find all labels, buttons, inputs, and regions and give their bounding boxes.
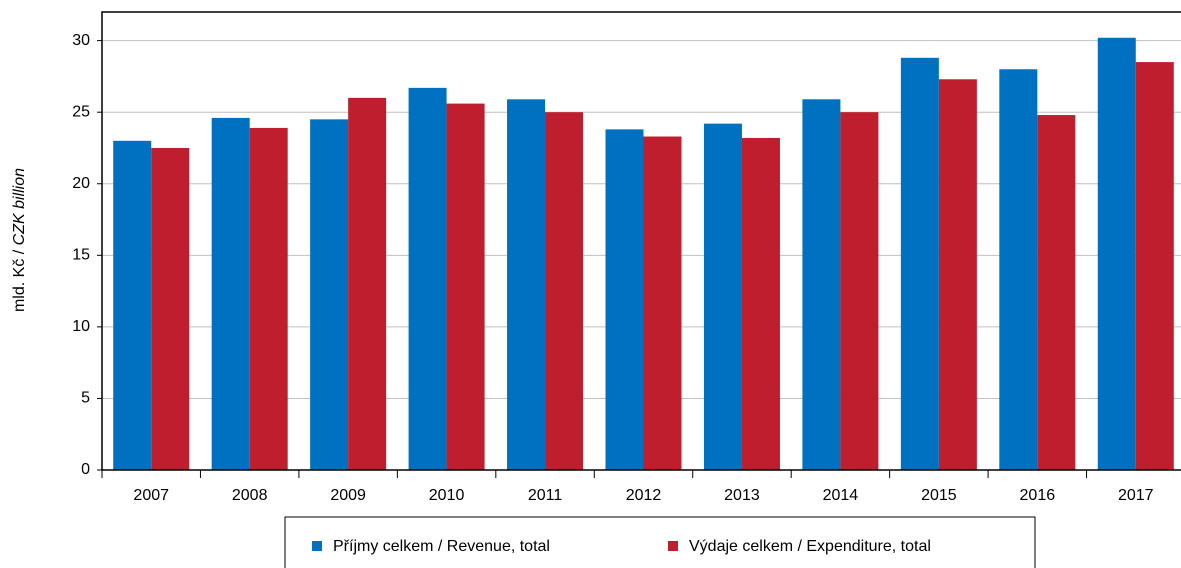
bar bbox=[1097, 37, 1136, 470]
x-tick-label: 2012 bbox=[626, 487, 662, 504]
legend-label: Výdaje celkem / Expenditure, total bbox=[689, 538, 931, 555]
bar bbox=[938, 79, 977, 471]
bar bbox=[703, 123, 742, 470]
y-tick-label: 10 bbox=[72, 318, 90, 335]
y-tick-label: 15 bbox=[72, 247, 90, 264]
bar bbox=[605, 129, 644, 471]
bar bbox=[113, 140, 152, 470]
y-tick-label: 5 bbox=[81, 390, 90, 407]
y-tick-label: 25 bbox=[72, 103, 90, 120]
bar bbox=[545, 112, 584, 470]
bar bbox=[643, 136, 682, 471]
y-tick-label: 30 bbox=[72, 32, 90, 49]
bar bbox=[446, 103, 485, 470]
bar bbox=[151, 147, 190, 470]
x-tick-label: 2015 bbox=[921, 487, 957, 504]
plot-frame bbox=[101, 11, 1181, 471]
x-tick-label: 2013 bbox=[724, 487, 760, 504]
legend-swatch bbox=[668, 541, 678, 551]
bar bbox=[408, 87, 447, 470]
y-tick-label: 0 bbox=[81, 461, 90, 478]
x-tick-label: 2017 bbox=[1118, 487, 1154, 504]
legend-box bbox=[284, 516, 1036, 568]
bar bbox=[249, 127, 288, 471]
y-axis-label-en: CZK billion bbox=[11, 168, 28, 245]
bar bbox=[211, 117, 250, 470]
x-tick-label: 2008 bbox=[232, 487, 268, 504]
x-tick-label: 2016 bbox=[1020, 487, 1056, 504]
x-tick-label: 2014 bbox=[823, 487, 859, 504]
x-tick-label: 2010 bbox=[429, 487, 465, 504]
legend-swatch bbox=[312, 541, 322, 551]
bar bbox=[310, 119, 349, 470]
bar bbox=[802, 99, 841, 471]
x-tick-label: 2009 bbox=[330, 487, 366, 504]
bar bbox=[999, 69, 1038, 470]
bar bbox=[1037, 115, 1076, 471]
x-tick-label: 2011 bbox=[528, 487, 563, 504]
y-tick-label: 20 bbox=[72, 175, 90, 192]
y-axis-label: mld. Kč / CZK billion bbox=[11, 168, 28, 312]
bar bbox=[1135, 62, 1174, 470]
x-tick-label: 2007 bbox=[133, 487, 169, 504]
bar bbox=[507, 99, 546, 471]
bar bbox=[348, 97, 387, 470]
bar bbox=[900, 57, 939, 471]
bar bbox=[741, 137, 780, 470]
y-axis-label-cz: mld. Kč / bbox=[11, 245, 28, 312]
bar bbox=[840, 112, 879, 470]
legend-label: Příjmy celkem / Revenue, total bbox=[333, 538, 550, 555]
